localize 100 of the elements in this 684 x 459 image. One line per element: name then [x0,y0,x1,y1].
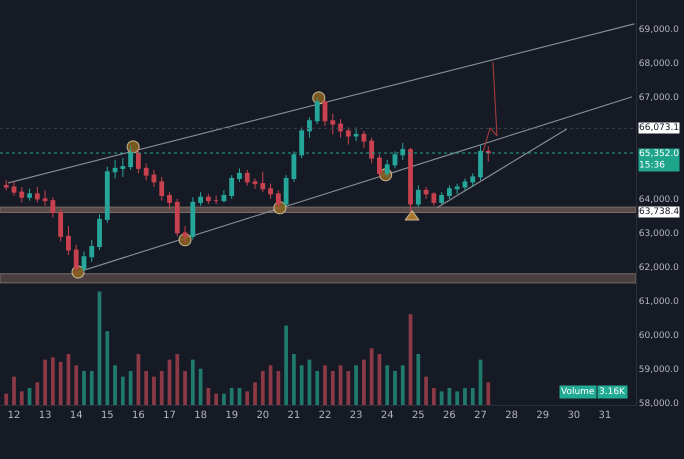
x-tick-label: 21 [288,410,300,421]
candlestick [330,113,336,135]
x-tick-label: 29 [536,410,550,421]
bar [354,365,358,405]
candlestick [97,214,102,250]
candlestick [159,176,164,202]
candlestick [377,154,382,178]
candlestick [174,198,180,237]
x-tick-label: 25 [412,410,425,421]
candlestick [276,190,281,210]
y-tick-label: 68,000.0 [638,59,680,70]
candlestick [58,208,64,242]
candlestick [439,192,444,205]
candlestick [307,116,312,138]
x-tick-label: 31 [598,410,612,421]
y-tick-label: 69,000.0 [638,25,680,36]
candlestick [89,239,94,262]
candlestick [314,98,320,125]
x-tick-label: 22 [318,410,332,421]
candlestick [136,149,141,174]
bar [440,391,444,405]
candlestick [19,186,24,203]
bar [330,370,335,405]
candlestick [206,193,211,205]
bar [315,370,320,405]
line-series [482,61,498,153]
candlestick [384,159,390,178]
bar [455,391,460,405]
bar [308,360,312,405]
candlestick [74,244,79,274]
x-tick-label: 23 [350,410,362,421]
candlestick [361,130,366,148]
annotation: Volume [561,387,595,397]
bar [385,365,390,405]
candlestick [167,192,172,210]
x-tick-label: 28 [505,410,518,421]
x-tick-label: 30 [567,410,580,421]
bar [253,382,257,405]
candlestick [152,170,156,188]
bar [160,370,164,405]
candlestick [252,178,258,190]
ref-line-label: 66,073.1 [639,123,680,133]
bar [74,365,78,405]
candlestick [346,127,351,146]
bar [90,370,94,405]
candlestick [237,168,242,182]
bar [175,354,180,405]
candlestick [229,174,234,200]
candlestick [454,183,460,194]
y-tick-label: 64,000.0 [638,195,680,206]
bar [416,354,420,405]
bar [58,362,63,405]
candlestick [198,192,203,206]
candlestick [66,226,71,256]
candlestick [190,196,196,240]
x-tick-label: 16 [132,410,145,421]
bar [362,360,366,405]
bar [105,331,110,405]
candlestick [27,188,32,202]
candlestick [104,166,110,224]
candlestick [50,196,56,218]
candlestick [392,150,398,169]
y-tick-label: 61,000.0 [638,297,680,308]
bar [323,365,327,405]
point [126,140,140,154]
candlestick [322,100,328,126]
y-tick-label: 58,000.0 [638,399,680,410]
bar [120,376,125,405]
candlestick [338,118,343,138]
candlestick [470,172,476,188]
candlestick [222,190,226,203]
bar [43,360,47,405]
candlestick [128,146,134,171]
x-tick-label: 27 [474,410,487,421]
candlestick [260,171,266,193]
bar [260,370,265,405]
x-tick-label: 24 [380,410,394,421]
bar [66,354,70,405]
x-tick-label: 18 [194,410,207,421]
bar [338,365,342,405]
bar [486,382,490,405]
bar [168,360,172,405]
bar [136,354,140,405]
bar [346,370,350,405]
candlestick [431,192,436,206]
bar [238,388,242,405]
bar [183,370,187,405]
bar [128,370,132,405]
candlestick [369,137,374,164]
bar [35,382,40,405]
candlestick [182,226,188,244]
candlestick [299,127,304,159]
candlestick [268,183,273,200]
bar [432,388,436,405]
candlestick [478,144,483,181]
ref-line-label: 65,352.0 15:36 [639,149,680,171]
bar [463,388,467,405]
candlestick [82,251,86,273]
y-tick-label: 63,000.0 [638,229,680,240]
bar [98,292,102,405]
